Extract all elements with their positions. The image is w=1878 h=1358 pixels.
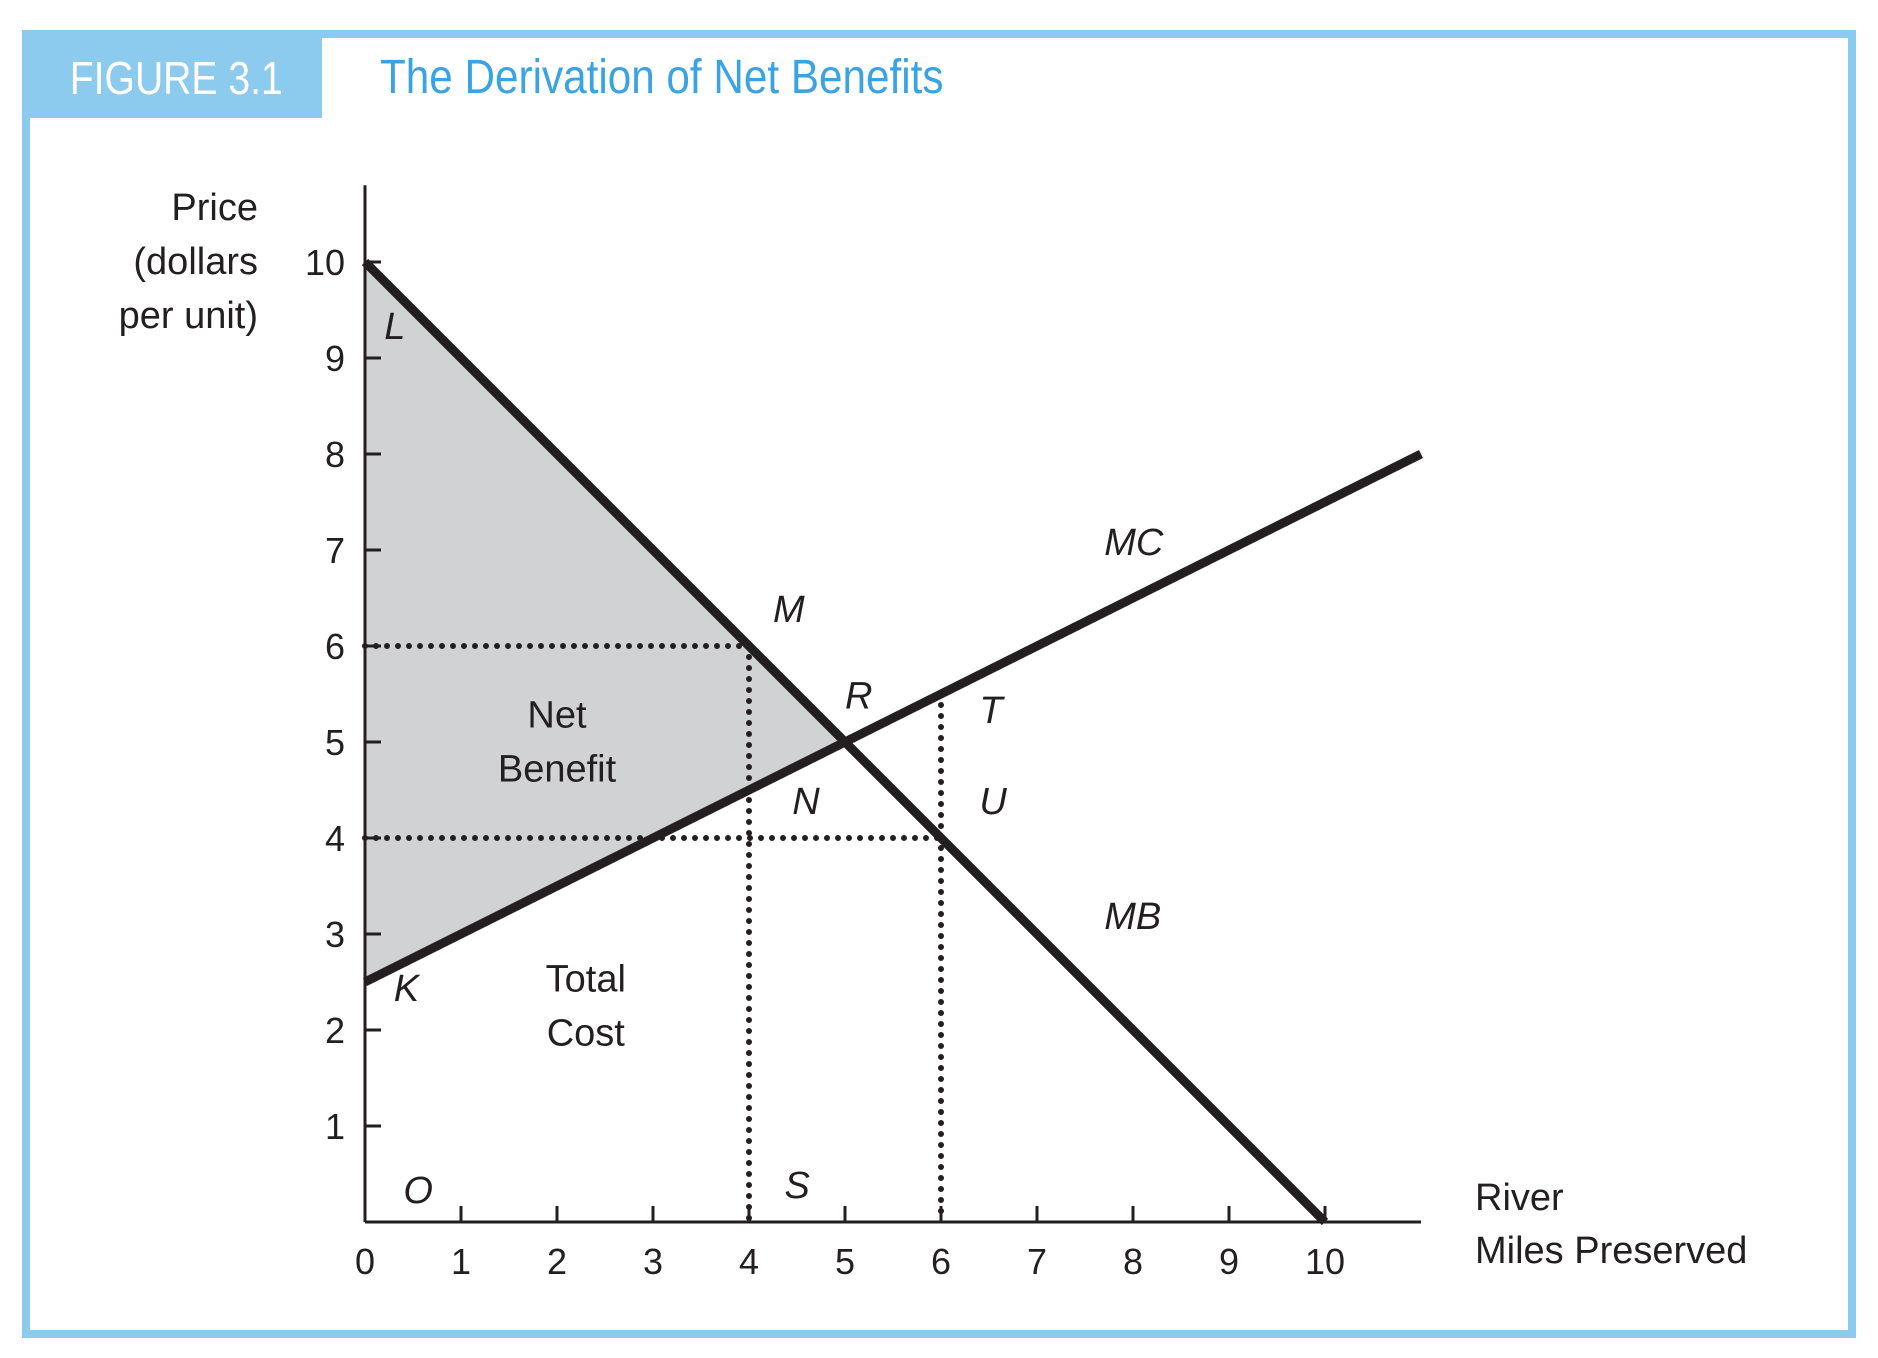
- point-label-mc: MC: [1104, 522, 1164, 564]
- y-tick-label-7: 7: [325, 530, 345, 571]
- y-tick-label-8: 8: [325, 434, 345, 475]
- y-tick-label-2: 2: [325, 1010, 345, 1051]
- x-axis-title-line-2: Miles Preserved: [1475, 1230, 1747, 1272]
- x-tick-label-0: 0: [355, 1241, 375, 1282]
- x-axis-title-line-1: River: [1475, 1177, 1564, 1219]
- point-label-o: O: [403, 1170, 433, 1212]
- point-label-mb: MB: [1104, 896, 1161, 938]
- point-label-n: N: [792, 781, 820, 823]
- figure-title-text: The Derivation of Net Benefits: [380, 51, 944, 104]
- y-axis-title-line-2: (dollars: [133, 241, 258, 283]
- point-label-t: T: [979, 690, 1005, 732]
- x-tick-label-3: 3: [643, 1241, 663, 1282]
- region-label-2-line-2: Cost: [547, 1013, 626, 1055]
- series-layer: [361, 258, 1424, 1226]
- axis-layer: 1 2 3 4 5 6 7 8 9 10 0 1 2 3 4 5 6 7 8 9 10: [305, 185, 1421, 1282]
- point-label-k: K: [394, 968, 421, 1010]
- y-tick-label-5: 5: [325, 722, 345, 763]
- y-tick-label-3: 3: [325, 914, 345, 955]
- point-label-m: M: [773, 589, 805, 631]
- region-label-2-line-1: Total: [546, 959, 626, 1001]
- y-tick-label-9: 9: [325, 338, 345, 379]
- x-tick-label-4: 4: [739, 1241, 759, 1282]
- x-tick-label-10: 10: [1305, 1241, 1345, 1282]
- x-tick-label-7: 7: [1027, 1241, 1047, 1282]
- y-tick-label-6: 6: [325, 626, 345, 667]
- region-label-1-line-1: Net: [527, 695, 587, 737]
- y-tick-label-10: 10: [305, 242, 345, 283]
- point-label-u: U: [979, 781, 1007, 823]
- figure-label-tab: FIGURE 3.1: [30, 38, 322, 118]
- series-line-mc: [362, 449, 1424, 987]
- figure-title: The Derivation of Net Benefits: [380, 50, 1020, 105]
- x-tick-label-8: 8: [1123, 1241, 1143, 1282]
- point-label-s: S: [785, 1165, 810, 1207]
- point-label-r: R: [845, 675, 872, 717]
- x-tick-label-6: 6: [931, 1241, 951, 1282]
- y-tick-label-4: 4: [325, 818, 345, 859]
- figure-frame: [22, 30, 1856, 1338]
- y-axis-title-line-3: per unit): [119, 295, 258, 337]
- x-tick-label-2: 2: [547, 1241, 567, 1282]
- figure-label: FIGURE 3.1: [69, 52, 283, 104]
- x-tick-label-5: 5: [835, 1241, 855, 1282]
- region-label-1-line-2: Benefit: [498, 749, 617, 791]
- x-tick-label-9: 9: [1219, 1241, 1239, 1282]
- label-layer: Price (dollars per unit) River Miles Preserv…: [119, 187, 1748, 1272]
- y-tick-label-1: 1: [325, 1106, 345, 1147]
- y-axis-title-line-1: Price: [171, 187, 258, 229]
- x-tick-label-1: 1: [451, 1241, 471, 1282]
- point-label-l: L: [384, 306, 405, 348]
